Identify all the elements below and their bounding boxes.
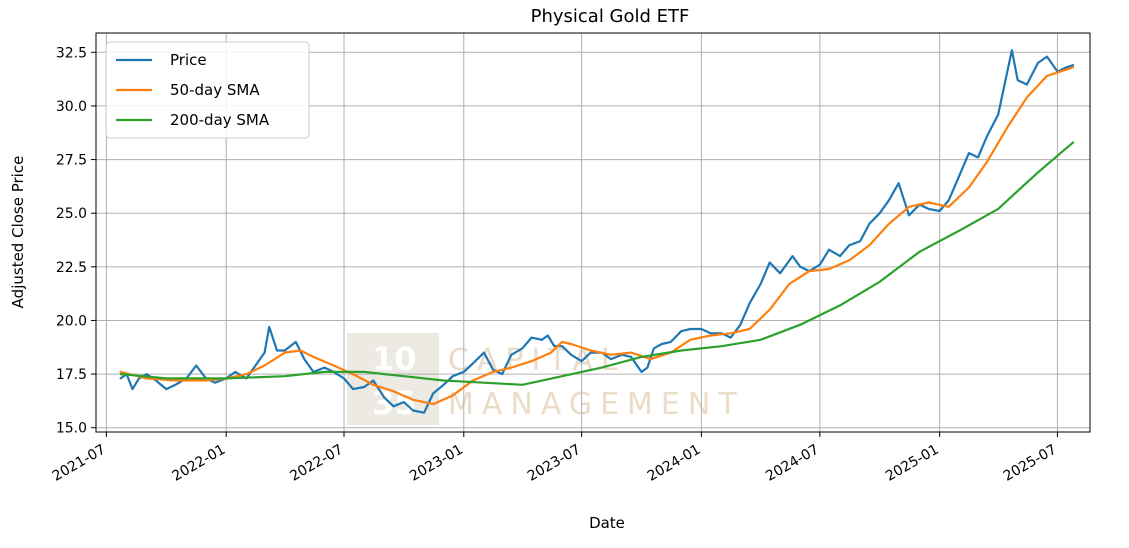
x-tick-label: 2024-07 [763,442,822,485]
x-tick-label: 2021-07 [50,442,109,485]
sma50-line [119,66,1075,406]
x-tick-label: 2022-01 [170,442,229,485]
x-axis: 2021-07 2022-01 2022-07 2023-01 2023-07 2024-… [50,432,1060,485]
y-axis-label: Adjusted Close Price [9,156,27,309]
y-tick-label: 20.0 [56,313,87,329]
legend: Price 50-day SMA 200-day SMA [105,41,310,139]
y-tick-label: 30.0 [56,99,87,115]
y-tick-label: 17.5 [56,367,87,383]
watermark-number-1: 10 [372,340,417,378]
watermark: 10 35 CAPITAL MANAGEMENT [347,333,745,425]
x-tick-label: 2024-01 [645,442,704,485]
legend-box [105,41,310,139]
series-layer [119,49,1075,414]
legend-label-sma50: 50-day SMA [170,81,260,99]
x-tick-label: 2022-07 [287,442,346,485]
x-tick-label: 2023-01 [407,442,466,485]
plot-frame [95,32,1091,433]
legend-label-sma200: 200-day SMA [170,111,270,129]
y-tick-label: 27.5 [56,153,87,169]
chart-title: Physical Gold ETF [531,6,690,27]
x-tick-label: 2025-07 [1001,442,1060,485]
sma200-line [119,141,1075,386]
legend-label-price: Price [170,51,207,69]
x-tick-label: 2023-07 [525,442,584,485]
y-axis: 15.0 17.5 20.0 22.5 25.0 27.5 30.0 32.5 [56,45,96,437]
y-tick-label: 32.5 [56,45,87,61]
x-tick-label: 2025-01 [883,442,942,485]
watermark-text-2: MANAGEMENT [448,387,745,422]
x-axis-label: Date [589,514,625,532]
y-tick-label: 22.5 [56,260,87,276]
y-tick-label: 15.0 [56,421,87,437]
y-tick-label: 25.0 [56,206,87,222]
